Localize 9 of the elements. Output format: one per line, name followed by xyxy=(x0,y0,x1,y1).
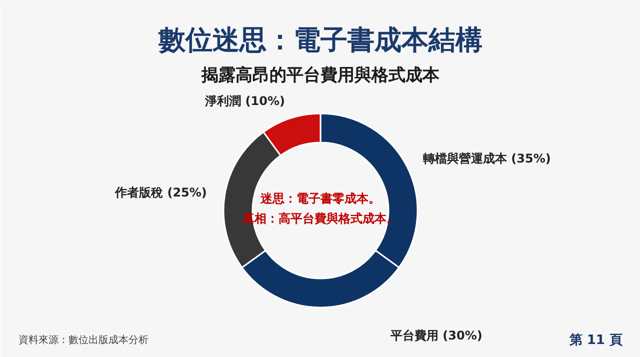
text: 迷思：電子書零成本。 xyxy=(260,192,380,206)
slice-label: 轉檔與營運成本 (35%) xyxy=(422,151,551,166)
slice-label: 平台費用 (30%) xyxy=(390,328,482,342)
source-note: 資料來源：數位出版成本分析 xyxy=(18,334,148,346)
chart-subtitle: 揭露高昂的平台費用與格式成本 xyxy=(200,66,440,86)
text: 第 11 頁 xyxy=(568,333,623,348)
slice-label: 淨利潤 (10%) xyxy=(204,94,285,108)
chart-title: 數位迷思：電子書成本結構 xyxy=(158,25,482,56)
slice-label: 作者版稅 (25%) xyxy=(114,186,207,200)
